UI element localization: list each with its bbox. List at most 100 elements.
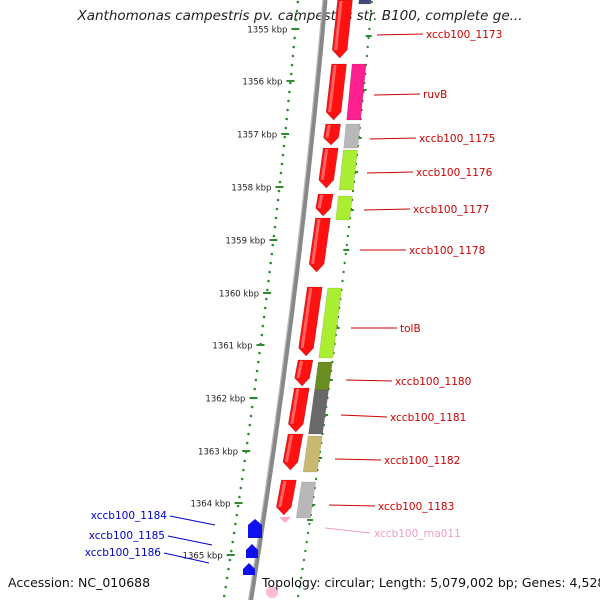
backbone-highlight [248, 0, 324, 600]
gene-label[interactable]: xccb100_1182 [384, 455, 460, 467]
ruler-dot [342, 270, 345, 274]
ruler-dot [258, 351, 261, 355]
gene-label[interactable]: xccb100_1181 [390, 412, 466, 424]
ruler-dot [367, 36, 370, 40]
ruler-dot [266, 288, 269, 292]
cog-box[interactable] [343, 123, 361, 149]
ruler-dot [269, 261, 273, 265]
gene-label[interactable]: tolB [400, 323, 421, 335]
gene-arrow-forward[interactable] [318, 147, 339, 189]
cog-box[interactable] [308, 389, 329, 435]
cog-box[interactable] [358, 0, 372, 5]
gene-label[interactable]: xccb100_1184 [91, 510, 168, 522]
gene-arrow-forward[interactable] [323, 123, 342, 146]
rna-marker[interactable] [266, 586, 278, 598]
gene-arrow-forward[interactable] [298, 286, 323, 357]
ruler-tick-label: 1364 kbp [190, 500, 230, 510]
label-leader [345, 379, 393, 382]
ruler-dot [275, 207, 279, 211]
ruler-dot [344, 252, 347, 256]
ruler-dot [304, 549, 307, 553]
gene-arrow-forward[interactable] [308, 217, 331, 273]
cog-box[interactable] [346, 63, 367, 121]
gene-label[interactable]: xccb100_1175 [419, 133, 495, 145]
ruler-dot [255, 369, 259, 373]
gene-arrow-forward[interactable] [275, 479, 297, 516]
ruler-dot [271, 243, 275, 247]
ruler-dot [263, 306, 267, 310]
ruler-dot [283, 135, 287, 139]
gene-label[interactable]: ruvB [423, 89, 447, 101]
gene-label[interactable]: xccb100_1173 [426, 29, 502, 41]
ruler-dot [274, 216, 278, 220]
ruler-dot [365, 54, 369, 58]
gene-label[interactable]: xccb100_1183 [378, 501, 454, 513]
gene-arrow-forward[interactable] [325, 63, 347, 121]
gene-arrow-forward[interactable] [315, 193, 334, 217]
gene-arrow-forward[interactable] [331, 0, 353, 59]
ruler-tick-label: 1362 kbp [205, 395, 245, 405]
gene-label[interactable]: xccb100_1177 [413, 204, 489, 216]
ruler-dot [254, 378, 258, 382]
gene-arrow-reverse[interactable] [243, 563, 255, 575]
gene-arrow-forward-sheen [278, 481, 287, 507]
label-leader [328, 504, 376, 507]
ruler-dot [301, 567, 304, 571]
cog-box[interactable] [314, 361, 333, 391]
ruler-dot [343, 261, 346, 265]
ruler-dot [293, 36, 296, 40]
cog-box[interactable] [318, 287, 342, 359]
gene-labels: xccb100_1173 ruvB xccb100_1175 xccb100_1176… [85, 29, 502, 564]
cog-box[interactable] [296, 481, 316, 519]
label-leader [334, 458, 382, 461]
gene-label[interactable]: xccb100_1176 [416, 167, 493, 179]
ruler-dot [224, 585, 227, 589]
gene-label[interactable]: xccb100_1186 [85, 547, 162, 559]
ruler-dot [248, 423, 252, 427]
gene-track [243, 0, 353, 598]
ruler-dot [231, 540, 234, 544]
gene-arrow-forward[interactable] [282, 433, 304, 471]
ruler-dot [288, 90, 291, 94]
ruler-dot [299, 576, 303, 580]
gene-arrow-forward[interactable] [294, 359, 314, 387]
gene-label[interactable]: xccb100_1178 [409, 245, 485, 257]
ruler-dot [297, 594, 300, 598]
cog-box[interactable] [335, 195, 353, 221]
ruler-dot [345, 243, 348, 247]
ruler-dot [240, 477, 244, 481]
gene-arrow-forward-sheen [290, 389, 300, 424]
label-leader [363, 208, 411, 211]
gene-arrow-forward-sheen [325, 125, 331, 138]
ruler-dot [290, 63, 294, 67]
label-leader [169, 515, 216, 526]
label-leader [366, 171, 414, 174]
ruler-tick-label: 1363 kbp [198, 448, 238, 458]
cog-box[interactable] [302, 435, 323, 473]
gene-label[interactable]: xccb100_1185 [89, 530, 165, 542]
ruler-tick-label: 1355 kbp [247, 26, 287, 36]
cog-box[interactable] [338, 149, 358, 191]
ruler-dot [278, 180, 282, 184]
gene-arrow-reverse[interactable] [246, 544, 258, 558]
ruler-dot [260, 333, 264, 337]
rna-marker[interactable] [279, 517, 291, 523]
ruler-dot [242, 468, 245, 472]
map-title: Xanthomonas campestris pv. campestris st… [77, 8, 523, 24]
gene-arrow-forward-sheen [320, 149, 329, 180]
gene-arrow-forward[interactable] [287, 387, 310, 433]
gene-arrow-reverse[interactable] [248, 519, 262, 538]
ruler-dot [235, 513, 239, 517]
ruler-dot [272, 234, 276, 238]
gene-arrow-forward-sheen [328, 65, 337, 112]
gene-label[interactable]: xccb100_1180 [395, 376, 471, 388]
cog-track [296, 0, 372, 519]
ruler-dot [249, 414, 253, 418]
ruler-dot [234, 522, 237, 526]
ruler-dot [305, 540, 308, 544]
ruler-dot [368, 27, 371, 31]
gene-label[interactable]: xccb100_rna011 [374, 528, 461, 540]
ruler-dot [268, 270, 271, 274]
ruler-dot [267, 279, 270, 283]
